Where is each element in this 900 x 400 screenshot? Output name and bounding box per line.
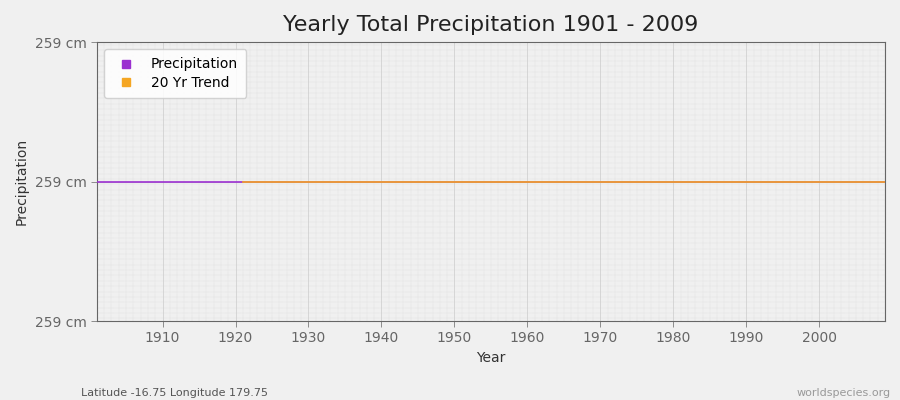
Title: Yearly Total Precipitation 1901 - 2009: Yearly Total Precipitation 1901 - 2009 xyxy=(284,15,698,35)
Legend: Precipitation, 20 Yr Trend: Precipitation, 20 Yr Trend xyxy=(104,49,247,98)
X-axis label: Year: Year xyxy=(476,351,506,365)
Text: Latitude -16.75 Longitude 179.75: Latitude -16.75 Longitude 179.75 xyxy=(81,388,268,398)
Text: worldspecies.org: worldspecies.org xyxy=(796,388,891,398)
Y-axis label: Precipitation: Precipitation xyxy=(15,138,29,225)
